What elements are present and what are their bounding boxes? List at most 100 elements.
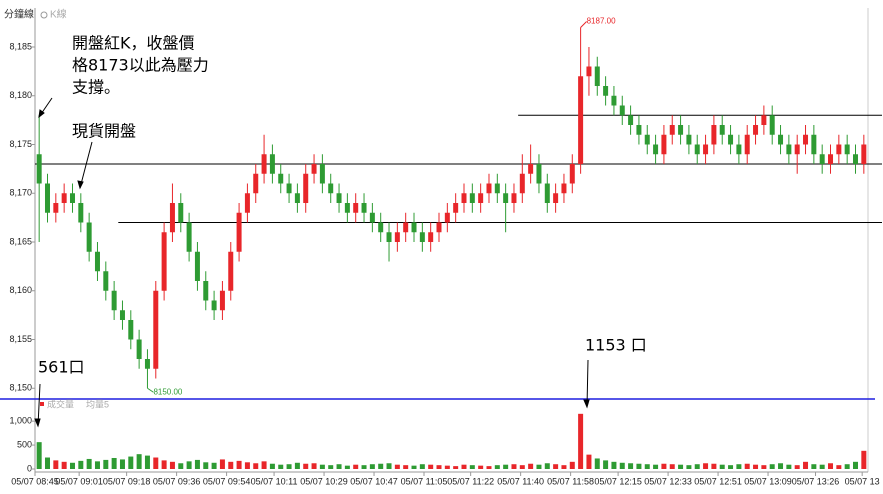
candle-body xyxy=(636,125,642,135)
volume-bar xyxy=(328,465,334,469)
candle-body xyxy=(778,134,784,145)
volume-bar xyxy=(853,461,859,469)
candle-body xyxy=(794,144,800,155)
volume-bar xyxy=(569,461,575,469)
volume-bar xyxy=(111,457,117,469)
candle-body xyxy=(278,173,284,184)
candle-body xyxy=(728,134,734,145)
annotation: 開盤紅K，收盤價 xyxy=(72,34,195,53)
volume-bar xyxy=(378,463,384,469)
volume-bar xyxy=(511,464,517,469)
candle-body xyxy=(86,222,92,252)
tab-minute[interactable]: 分鐘線 xyxy=(4,8,34,21)
candle-body xyxy=(419,232,425,242)
volume-bar xyxy=(786,464,792,469)
annotation: 1153 口 xyxy=(585,336,647,355)
volume-bar xyxy=(319,464,325,469)
candle-body xyxy=(469,193,475,203)
volume-bar xyxy=(753,464,759,469)
volume-bar xyxy=(678,464,684,469)
candle-body xyxy=(786,144,792,155)
arrows xyxy=(34,97,590,428)
volume-bar xyxy=(819,464,825,469)
volume-bar xyxy=(536,464,542,469)
volume-bar xyxy=(694,464,700,469)
candle-body xyxy=(153,290,159,369)
candle-body xyxy=(111,290,117,311)
tab-k[interactable]: K線 xyxy=(50,8,67,21)
volume-bar xyxy=(528,463,534,469)
marks: 8,150 8,155 8,160 8,165 8,170 8,175 8,180 8,185… xyxy=(9,17,882,486)
volume-bar xyxy=(844,464,850,469)
candle-body xyxy=(836,144,842,155)
candle-body xyxy=(128,320,134,340)
candle-body xyxy=(828,154,834,164)
x-tick-label: 05/07 13:09 xyxy=(744,476,792,486)
x-tick-label: 05/07 11:40 xyxy=(497,476,544,486)
candle-body xyxy=(561,183,567,194)
volume-bar xyxy=(769,464,775,469)
candle-body xyxy=(744,134,750,155)
candle-body xyxy=(586,66,592,77)
candle-body xyxy=(494,183,500,194)
volume-bar xyxy=(494,465,500,469)
volume-bar xyxy=(628,463,634,469)
candle-body xyxy=(603,86,609,96)
y-tick-label: 8,185 xyxy=(9,41,32,51)
candle-body xyxy=(394,232,400,242)
volume-bar xyxy=(653,464,659,469)
candle-body xyxy=(628,115,634,125)
volume-bar xyxy=(703,463,709,469)
candle-body xyxy=(269,154,275,174)
volume-bar xyxy=(836,465,842,469)
candle-body xyxy=(353,203,359,213)
candle-body xyxy=(136,339,142,359)
volume-bar xyxy=(336,464,342,469)
volume-bar xyxy=(486,466,492,469)
candle-body xyxy=(161,232,167,291)
volume-bar xyxy=(478,465,484,469)
candle-body xyxy=(311,164,317,174)
candle-body xyxy=(594,66,600,86)
volume-bar xyxy=(461,464,467,469)
candle-body xyxy=(519,173,525,194)
volume-bar xyxy=(419,464,425,469)
candle-body xyxy=(253,173,259,194)
candle-body xyxy=(236,212,242,252)
volume-bar xyxy=(428,464,434,469)
volume-bar xyxy=(728,465,734,469)
volume-tick-label: 0 xyxy=(27,463,32,473)
candle-body xyxy=(219,290,225,311)
y-tick-label: 8,160 xyxy=(9,285,32,295)
x-tick-label: 05/07 10:47 xyxy=(350,476,398,486)
candle-body xyxy=(819,154,825,164)
volume-bar xyxy=(344,465,350,469)
volume-bar xyxy=(36,442,42,469)
volume-bar xyxy=(261,461,267,469)
candle-body xyxy=(369,212,375,223)
extreme-label: 8150.00 xyxy=(153,387,182,396)
candle-body xyxy=(761,115,767,125)
y-tick-label: 8,150 xyxy=(9,383,32,393)
volume-bar xyxy=(94,461,100,469)
volume-bar xyxy=(228,461,234,469)
volume-bar xyxy=(386,463,392,469)
x-tick-label: 05/07 10:29 xyxy=(300,476,348,486)
candle-body xyxy=(328,183,334,194)
volume-bar xyxy=(544,463,550,469)
volume-bar xyxy=(253,463,259,469)
volume-bar xyxy=(236,460,242,469)
candle-body xyxy=(644,134,650,145)
volume-bar xyxy=(278,464,284,469)
candle-body xyxy=(553,193,559,203)
volume-bar xyxy=(161,460,167,469)
candle-body xyxy=(186,222,192,252)
candle-body xyxy=(386,232,392,242)
x-tick-label: 05/07 09:18 xyxy=(103,476,151,486)
volume-bar xyxy=(53,460,59,469)
candle-body xyxy=(319,164,325,184)
candle-body xyxy=(511,193,517,203)
volume-bar xyxy=(186,461,192,469)
candle-body xyxy=(428,232,434,242)
